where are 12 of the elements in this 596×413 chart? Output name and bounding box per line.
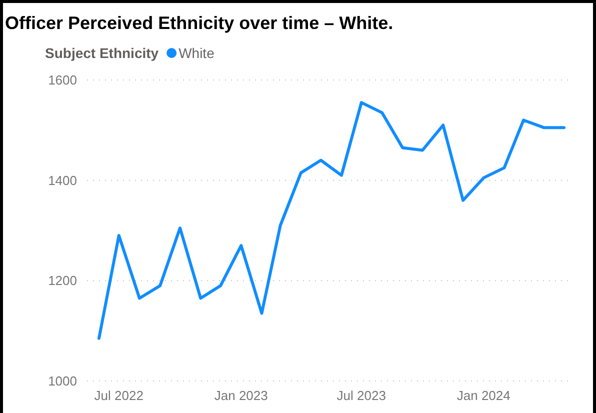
x-tick-label: Jul 2022 bbox=[94, 388, 144, 403]
x-tick-label: Jul 2023 bbox=[336, 388, 386, 403]
y-tick-label: 1400 bbox=[48, 172, 77, 188]
y-tick-label: 1600 bbox=[48, 72, 77, 88]
legend-label: White bbox=[178, 45, 215, 61]
legend-title: Subject Ethnicity bbox=[45, 45, 159, 61]
x-tick-label: Jan 2024 bbox=[456, 388, 510, 403]
x-tick-label: Jan 2023 bbox=[214, 388, 268, 403]
chart-title: Officer Perceived Ethnicity over time – White. bbox=[5, 13, 394, 33]
y-tick-label: 1200 bbox=[48, 273, 77, 288]
line-series bbox=[97, 101, 566, 340]
y-tick-label: 1000 bbox=[48, 374, 77, 388]
